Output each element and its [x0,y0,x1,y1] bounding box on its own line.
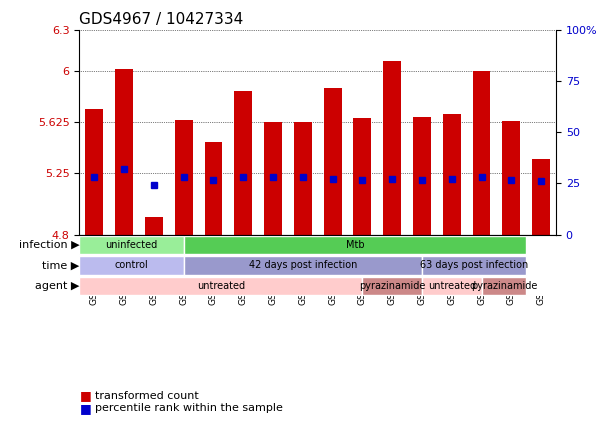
Bar [145,217,163,235]
Text: Mtb: Mtb [346,240,364,250]
Text: time ▶: time ▶ [42,260,79,270]
Text: percentile rank within the sample: percentile rank within the sample [95,403,282,413]
Bar [264,122,282,235]
Text: uninfected: uninfected [106,240,158,250]
Text: pyrazinamide: pyrazinamide [470,281,537,291]
Bar [324,88,342,235]
FancyBboxPatch shape [422,277,481,295]
FancyBboxPatch shape [79,277,362,295]
Text: pyrazinamide: pyrazinamide [359,281,425,291]
Text: 42 days post infection: 42 days post infection [249,260,357,270]
Text: ■: ■ [79,402,91,415]
Text: control: control [115,260,148,270]
Bar [413,117,431,235]
Bar [532,159,550,235]
Bar [86,109,103,235]
FancyBboxPatch shape [422,256,526,275]
Bar [473,71,491,235]
FancyBboxPatch shape [362,277,422,295]
Text: GDS4967 / 10427334: GDS4967 / 10427334 [79,12,244,27]
FancyBboxPatch shape [481,277,526,295]
Bar [294,122,312,235]
Text: transformed count: transformed count [95,390,199,401]
Bar [443,114,461,235]
FancyBboxPatch shape [184,236,526,254]
FancyBboxPatch shape [79,236,184,254]
Text: infection ▶: infection ▶ [19,240,79,250]
Text: 63 days post infection: 63 days post infection [420,260,529,270]
Bar [205,142,222,235]
Bar [175,120,192,235]
Bar [502,121,520,235]
Bar [115,69,133,235]
Bar [383,61,401,235]
Text: untreated: untreated [428,281,476,291]
FancyBboxPatch shape [79,256,184,275]
Bar [235,91,252,235]
Text: untreated: untreated [197,281,245,291]
Text: ■: ■ [79,389,91,402]
Text: agent ▶: agent ▶ [35,281,79,291]
FancyBboxPatch shape [184,256,422,275]
Bar [353,118,371,235]
